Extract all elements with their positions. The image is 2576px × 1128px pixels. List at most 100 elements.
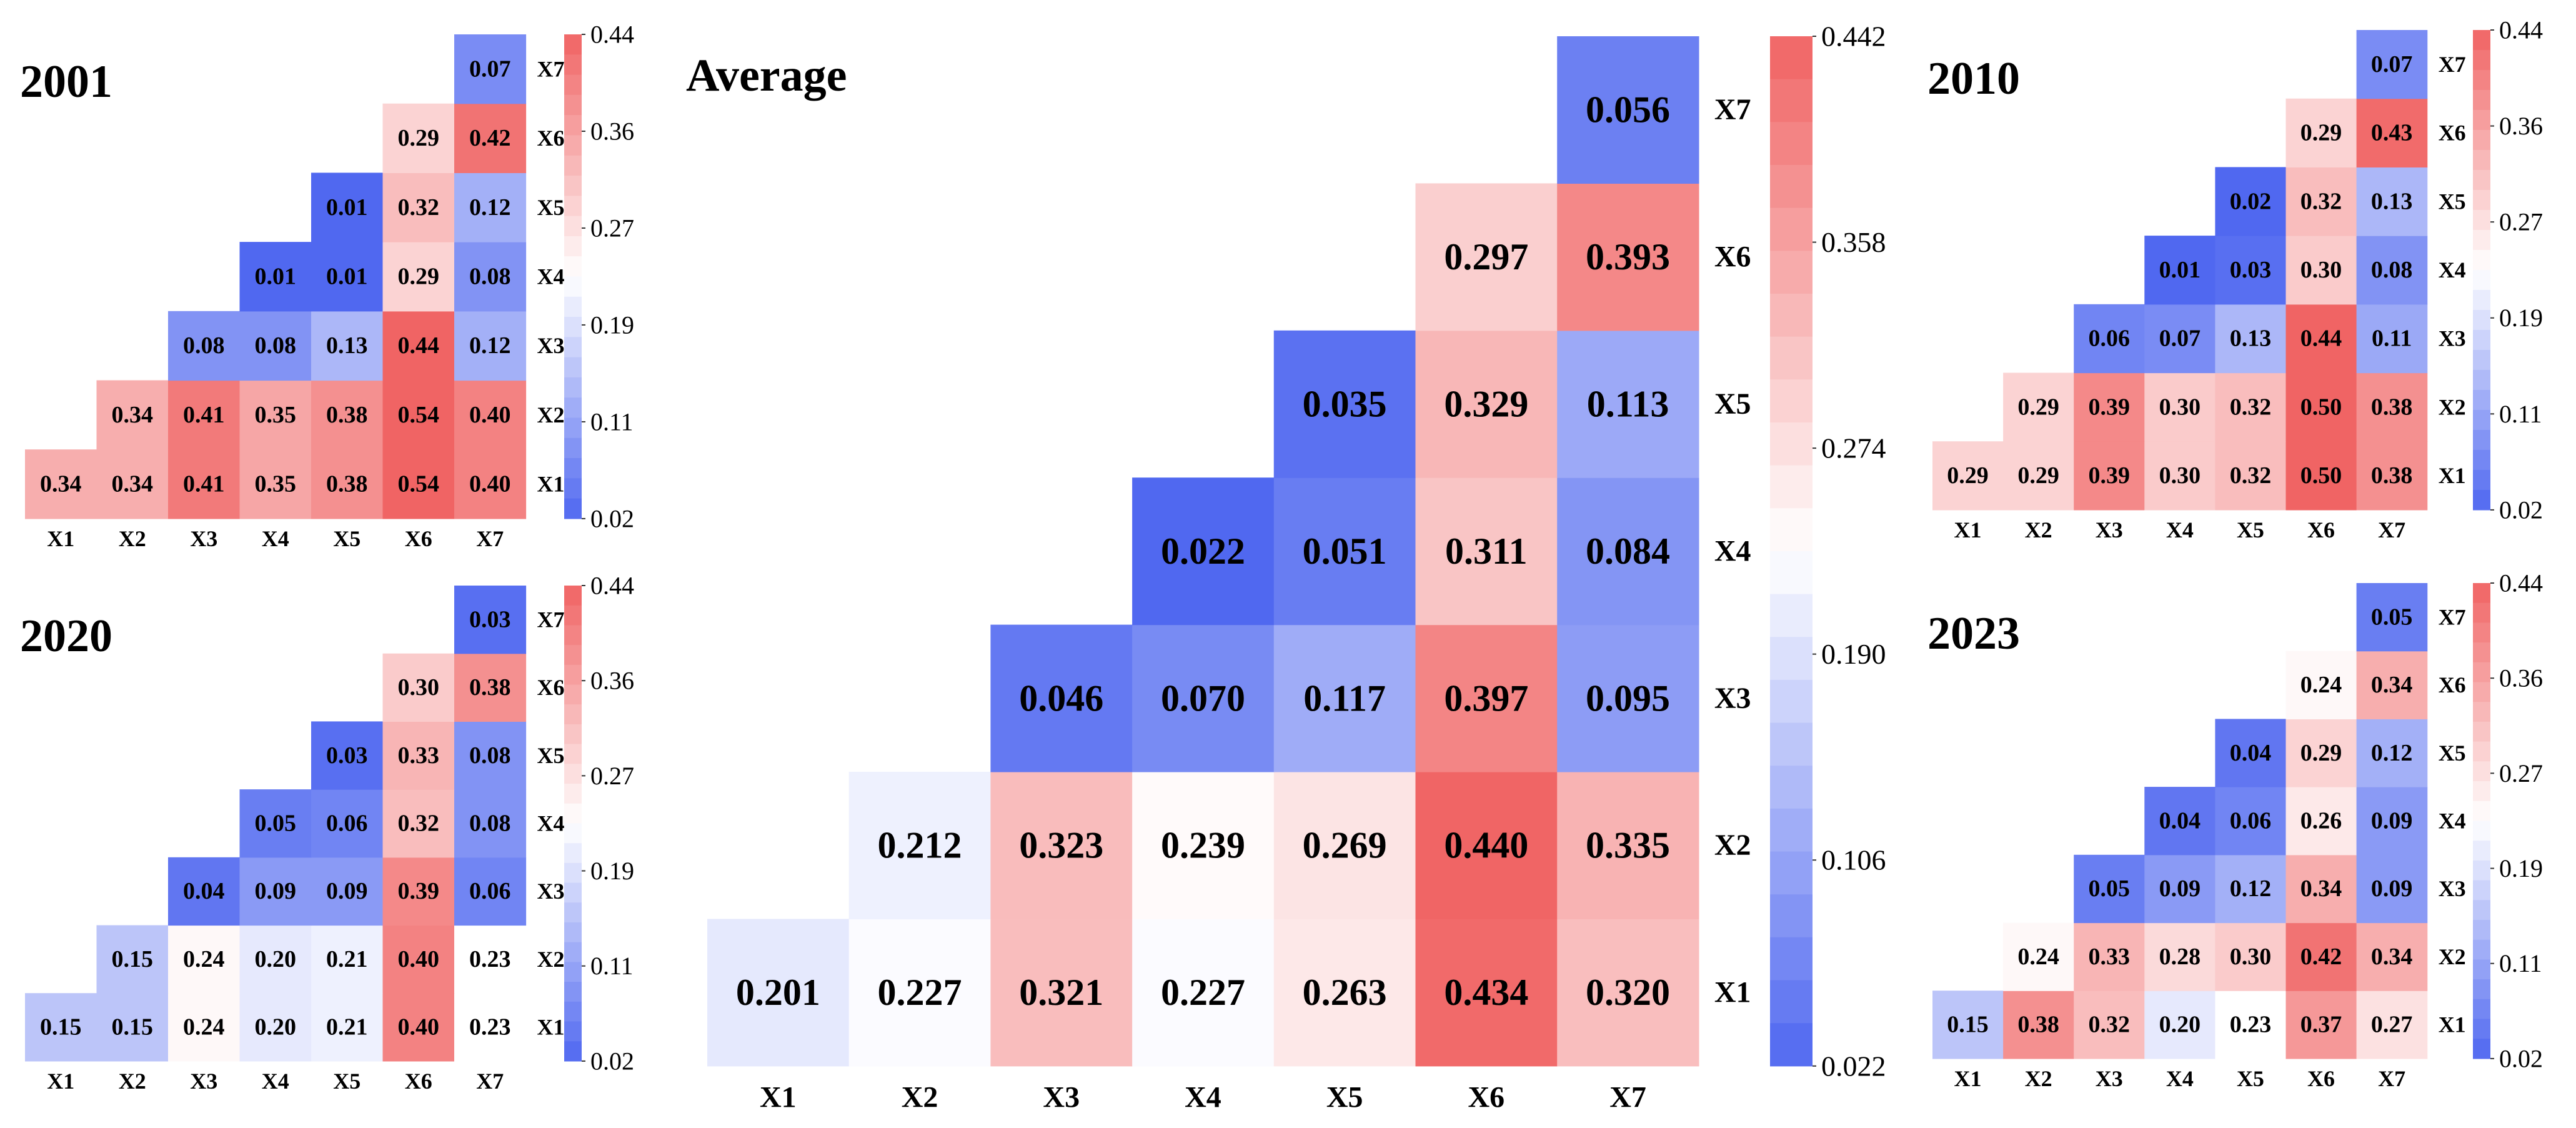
colorbar-band xyxy=(2473,622,2490,643)
colorbar-band xyxy=(564,256,582,277)
heatmap-cell xyxy=(2144,991,2215,1059)
colorbar-band xyxy=(2473,269,2490,291)
y-tick-label: X4 xyxy=(2439,808,2466,833)
heatmap-cell xyxy=(454,449,527,519)
colorbar-band xyxy=(1770,594,1813,637)
cell-value-label: 0.335 xyxy=(1586,825,1670,866)
cell-value-label: 0.09 xyxy=(255,878,297,904)
colorbar-band xyxy=(564,437,582,459)
cell-value-label: 0.08 xyxy=(2371,257,2413,283)
colorbar-band xyxy=(2473,469,2490,491)
heatmap-cell xyxy=(311,449,384,519)
colorbar-band xyxy=(2473,821,2490,841)
cell-value-label: 0.201 xyxy=(736,972,820,1013)
heatmap-cell xyxy=(311,721,384,790)
cell-value-label: 0.056 xyxy=(1586,89,1670,131)
colorbar-tick-label: 0.02 xyxy=(590,504,634,532)
cell-value-label: 0.227 xyxy=(1161,972,1245,1013)
heatmap-cell xyxy=(2285,372,2357,442)
heatmap-cell xyxy=(2215,441,2287,511)
colorbar-tick-label: 0.190 xyxy=(1821,638,1886,670)
colorbar-band xyxy=(2473,149,2490,171)
cell-value-label: 0.440 xyxy=(1444,825,1528,866)
colorbar-band xyxy=(2473,741,2490,762)
heatmap-cell xyxy=(2003,372,2074,442)
heatmap-cell xyxy=(382,721,455,790)
heatmap-cell xyxy=(2285,167,2357,236)
x-tick-label: X7 xyxy=(2378,1066,2405,1091)
heatmap-cell xyxy=(2285,991,2357,1059)
cell-value-label: 0.32 xyxy=(2089,1012,2131,1038)
heatmap-cell xyxy=(2003,991,2074,1059)
cell-value-label: 0.08 xyxy=(255,332,297,359)
heatmap-cell xyxy=(2356,304,2428,374)
colorbar-band xyxy=(564,155,582,176)
cell-value-label: 0.33 xyxy=(2089,944,2131,970)
cell-value-label: 0.40 xyxy=(398,1014,440,1041)
x-tick-label: X7 xyxy=(1609,1081,1646,1114)
cell-value-label: 0.39 xyxy=(2089,462,2131,489)
heatmap-cell xyxy=(454,857,527,926)
cell-value-label: 0.06 xyxy=(2089,326,2131,352)
cell-value-label: 0.03 xyxy=(2230,257,2272,283)
cell-value-label: 0.29 xyxy=(2300,740,2342,766)
heatmap-cell xyxy=(2074,854,2145,924)
heatmap-cell xyxy=(2285,922,2357,991)
cell-value-label: 0.39 xyxy=(2089,394,2131,420)
colorbar-band xyxy=(564,902,582,923)
colorbar-tick-label: 0.44 xyxy=(590,21,634,49)
chart-title: 2010 xyxy=(1927,53,2020,104)
heatmap-cell xyxy=(1132,624,1275,772)
heatmap-cell xyxy=(2356,854,2428,924)
colorbar-band xyxy=(1770,465,1813,509)
heatmap-cell xyxy=(2356,372,2428,442)
cell-value-label: 0.08 xyxy=(469,263,511,289)
y-tick-label: X2 xyxy=(537,402,565,427)
cell-value-label: 0.05 xyxy=(255,810,297,836)
panel-2001: 2001 0.34 0.34 0.41 0.35 0.38 0.54 0.40 0.34 0.41… xyxy=(20,21,634,551)
cell-value-label: 0.12 xyxy=(469,194,511,221)
heatmap-cell xyxy=(1273,919,1416,1067)
colorbar-band xyxy=(2473,919,2490,941)
x-tick-label: X4 xyxy=(1185,1081,1221,1114)
heatmap-cell xyxy=(1557,624,1699,772)
y-tick-label: X6 xyxy=(537,675,565,700)
heatmap-cell xyxy=(1557,772,1699,919)
cell-value-label: 0.095 xyxy=(1586,677,1670,719)
heatmap-cell xyxy=(1132,772,1275,919)
cell-value-label: 0.44 xyxy=(2300,326,2342,352)
colorbar-tick-label: 0.27 xyxy=(590,214,634,242)
colorbar-band xyxy=(2473,489,2490,511)
colorbar-tick-label: 0.36 xyxy=(590,667,634,695)
colorbar-band xyxy=(564,115,582,136)
heatmap-cell xyxy=(382,857,455,926)
heatmap-cell xyxy=(2144,441,2215,511)
colorbar-band xyxy=(2473,959,2490,980)
x-tick-label: X6 xyxy=(405,1069,432,1094)
y-tick-label: X3 xyxy=(1714,682,1751,715)
y-tick-label: X6 xyxy=(2439,672,2466,697)
cell-value-label: 0.15 xyxy=(1947,1012,1989,1038)
cell-value-label: 0.29 xyxy=(398,125,440,151)
x-tick-label: X6 xyxy=(1468,1081,1505,1114)
colorbar-tick-label: 0.27 xyxy=(590,762,634,790)
cell-value-label: 0.08 xyxy=(183,332,225,359)
colorbar-band xyxy=(564,823,582,844)
y-tick-label: X4 xyxy=(2439,257,2466,282)
colorbar-band xyxy=(1770,551,1813,595)
colorbar-band xyxy=(564,843,582,864)
heatmap-cell xyxy=(2356,787,2428,856)
heatmap-cell xyxy=(25,993,97,1062)
colorbar-band xyxy=(564,337,582,358)
cell-value-label: 0.06 xyxy=(2230,807,2272,834)
cell-value-label: 0.24 xyxy=(183,946,225,972)
cell-value-label: 0.08 xyxy=(469,742,511,769)
cell-value-label: 0.12 xyxy=(2230,876,2272,902)
cell-value-label: 0.24 xyxy=(2017,944,2059,970)
y-tick-label: X7 xyxy=(2439,52,2466,77)
x-tick-label: X6 xyxy=(2307,517,2335,542)
colorbar-band xyxy=(564,417,582,439)
heatmap-cell xyxy=(2285,854,2357,924)
colorbar-band xyxy=(2473,189,2490,211)
colorbar-band xyxy=(564,135,582,156)
